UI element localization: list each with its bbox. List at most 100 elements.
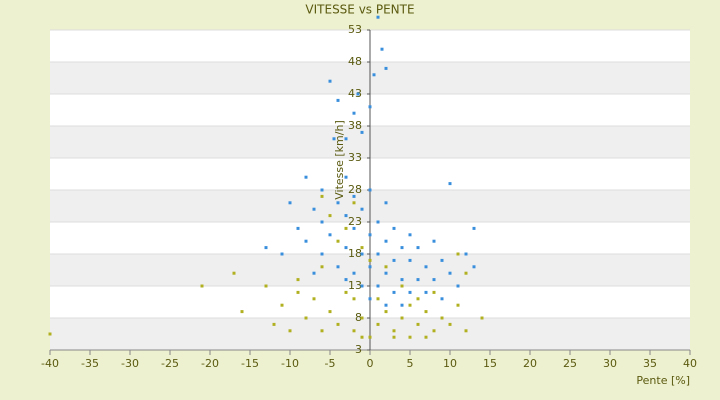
y-tick-label: 48 <box>348 55 362 68</box>
point <box>352 194 356 198</box>
point <box>424 335 428 339</box>
y-tick-label: 28 <box>348 183 362 196</box>
point <box>376 322 380 326</box>
y-tick-label: 53 <box>348 23 362 36</box>
point <box>48 332 52 336</box>
point <box>336 201 340 205</box>
point <box>480 316 484 320</box>
point <box>352 111 356 115</box>
y-tick-label: 3 <box>355 343 362 356</box>
point <box>408 290 412 294</box>
point <box>336 239 340 243</box>
point <box>200 284 204 288</box>
point <box>320 188 324 192</box>
point <box>432 239 436 243</box>
point <box>384 201 388 205</box>
point <box>304 316 308 320</box>
point <box>376 15 380 19</box>
point <box>344 175 348 179</box>
y-tick-label: 23 <box>348 215 362 228</box>
point <box>312 207 316 211</box>
point <box>408 303 412 307</box>
point <box>448 322 452 326</box>
point <box>288 329 292 333</box>
y-tick-label: 8 <box>355 311 362 324</box>
point <box>448 271 452 275</box>
point <box>296 290 300 294</box>
point <box>384 66 388 70</box>
x-tick-label: 15 <box>483 357 497 370</box>
point <box>464 329 468 333</box>
point <box>392 258 396 262</box>
point <box>336 98 340 102</box>
point <box>232 271 236 275</box>
point <box>408 335 412 339</box>
point <box>400 284 404 288</box>
point <box>296 278 300 282</box>
point <box>372 73 376 77</box>
point <box>384 271 388 275</box>
point <box>464 252 468 256</box>
point <box>440 258 444 262</box>
point <box>360 316 364 320</box>
y-tick-label: 18 <box>348 247 362 260</box>
point <box>376 220 380 224</box>
point <box>272 322 276 326</box>
point <box>320 252 324 256</box>
point <box>344 214 348 218</box>
x-tick-label: -15 <box>241 357 259 370</box>
point <box>264 284 268 288</box>
point <box>384 303 388 307</box>
y-tick-label: 13 <box>348 279 362 292</box>
point <box>456 303 460 307</box>
point <box>240 310 244 314</box>
point <box>368 265 372 269</box>
x-tick-label: -5 <box>325 357 336 370</box>
point <box>368 233 372 237</box>
point <box>368 335 372 339</box>
point <box>320 220 324 224</box>
x-tick-label: -40 <box>41 357 59 370</box>
point <box>472 265 476 269</box>
point <box>408 258 412 262</box>
point <box>472 226 476 230</box>
point <box>440 316 444 320</box>
point <box>424 310 428 314</box>
x-tick-label: 5 <box>407 357 414 370</box>
point <box>392 290 396 294</box>
point <box>368 188 372 192</box>
point <box>448 182 452 186</box>
point <box>344 290 348 294</box>
point <box>392 335 396 339</box>
point <box>376 284 380 288</box>
point <box>424 290 428 294</box>
point <box>352 226 356 230</box>
point <box>464 271 468 275</box>
point <box>400 246 404 250</box>
point <box>288 201 292 205</box>
point <box>356 92 360 96</box>
point <box>384 310 388 314</box>
x-tick-label: 40 <box>683 357 697 370</box>
point <box>304 239 308 243</box>
point <box>360 246 364 250</box>
point <box>264 246 268 250</box>
x-tick-label: 20 <box>523 357 537 370</box>
point <box>368 258 372 262</box>
point <box>360 252 364 256</box>
point <box>344 278 348 282</box>
point <box>384 239 388 243</box>
point <box>400 303 404 307</box>
x-tick-label: 25 <box>563 357 577 370</box>
point <box>352 271 356 275</box>
point <box>400 278 404 282</box>
y-tick-label: 43 <box>348 87 362 100</box>
point <box>336 322 340 326</box>
y-axis-label: Vitesse [km/h] <box>333 120 346 200</box>
point <box>440 297 444 301</box>
point <box>360 284 364 288</box>
point <box>416 246 420 250</box>
point <box>352 297 356 301</box>
y-tick-label: 33 <box>348 151 362 164</box>
point <box>280 303 284 307</box>
